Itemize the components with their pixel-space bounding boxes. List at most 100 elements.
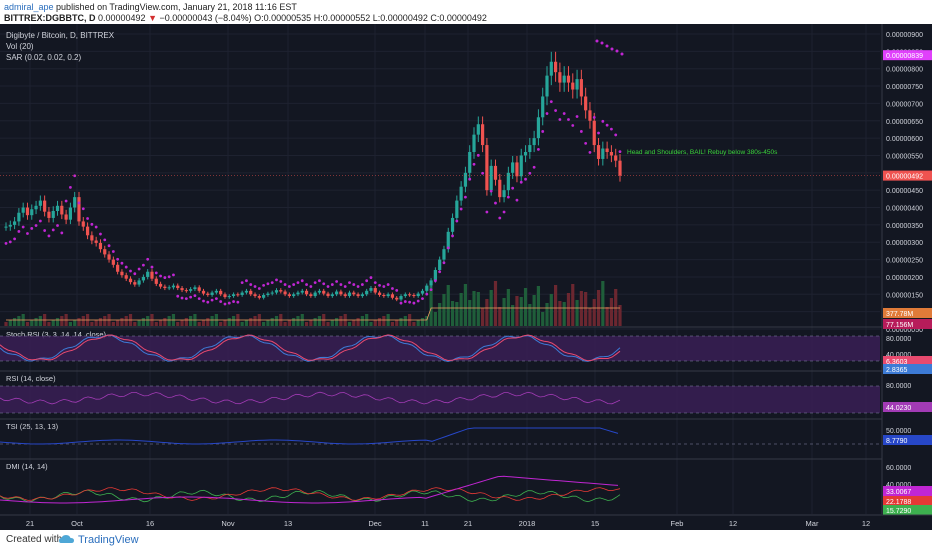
candle-body [365,290,369,295]
volume-bar [481,308,485,326]
author-link[interactable]: admiral_ape [4,2,54,12]
candle-body [592,120,596,146]
time-tick-label: 21 [464,519,472,528]
sar-dot [549,100,553,104]
volume-bar [111,322,115,326]
candle-body [502,190,506,198]
volume-bar [8,320,12,326]
indicator-tick-label: 80.0000 [886,383,911,390]
candle-body [395,297,399,300]
rsi-line [0,391,621,405]
volume-bar [253,316,257,326]
sar-dot [8,240,12,244]
volume-bar [304,322,309,326]
candle-body [30,209,34,216]
sar-dot [167,275,171,279]
sar-dot [257,287,261,290]
volume-bar [468,300,472,326]
candle-body [511,162,515,173]
chart-svg[interactable]: Stoch RSI (3, 3, 14, 14, close) RSI (14, … [0,24,932,530]
sar-dot [219,300,223,303]
sar-dot [43,229,47,232]
sar-dot [279,280,283,283]
candle-body [137,280,141,285]
volume-bar [416,320,420,326]
candle-body [549,61,553,76]
candle-body [553,61,558,73]
sar-dot [335,280,339,283]
sar-dot [579,130,583,133]
candle-body [219,290,223,295]
volume-bar [146,316,150,326]
candle-body [21,207,25,213]
chart-area[interactable]: Stoch RSI (3, 3, 14, 14, close) RSI (14, … [0,24,932,530]
volume-bar [167,316,171,326]
candle-body [287,294,291,297]
candle-body [463,172,468,187]
sar-dot [595,39,599,43]
sar-dot [412,301,416,305]
candle-body [206,293,210,295]
sar-dot [103,238,107,242]
volume-bar [98,318,103,326]
time-tick-label: 16 [146,519,154,528]
volume-bar [562,302,566,326]
candle-body [485,145,489,191]
sar-dot [605,123,609,127]
volume-bar [154,322,158,326]
candle-body [231,294,236,297]
volume-badge-label: 377.78M [886,311,913,318]
candle-body [377,292,382,295]
volume-bar [270,318,274,326]
sar-dot [116,257,120,261]
sar-dot [610,127,613,131]
volume-bar [137,320,141,326]
sar-dot [159,274,162,278]
volume-bar [223,320,227,326]
volume-bar [528,304,532,326]
price-tick-label: 0.00000150 [886,292,923,299]
candle-body [253,294,257,297]
volume-bar [141,318,145,326]
volume-bar [158,320,163,326]
candle-body [8,224,12,227]
time-tick-label: 11 [421,519,429,528]
volume-bar [283,322,287,326]
volume-bar [176,322,180,326]
volume-bar [274,316,279,326]
sar-dot [481,171,485,175]
candle-body [64,214,68,220]
sar-dot [446,246,450,250]
volume-bar [618,305,622,326]
candle-body [369,288,373,291]
symbol-label: BITTREX:DGBBTC, D [4,13,96,23]
candle-body [12,221,17,225]
volume-bar [511,305,515,326]
dmi-minus-line [0,487,621,501]
sar-dot [193,294,197,298]
volume-bar [545,303,549,326]
candle-body [300,290,304,293]
candle-body [584,96,588,111]
sar-dot [601,119,605,123]
sar-dot [172,273,175,277]
candle-body [438,259,442,270]
volume-bar [197,322,201,326]
volume-bar [201,320,206,326]
sar-dot [34,224,38,227]
candle-body [180,288,184,291]
sar-dot [378,283,381,287]
candle-body [326,293,330,297]
sar-dot [399,301,403,305]
sar-dot [330,283,334,286]
sar-dot [26,232,29,235]
sar-dot [442,261,446,265]
sar-dot [567,118,570,121]
candle-body [292,294,296,297]
candle-body [111,259,115,265]
indicator-tick-label: 40.0000 [886,352,911,359]
candle-body [433,270,437,281]
tradingview-brand[interactable]: TradingView [78,534,139,546]
volume-bar [420,318,425,326]
volume-bar [459,293,463,326]
